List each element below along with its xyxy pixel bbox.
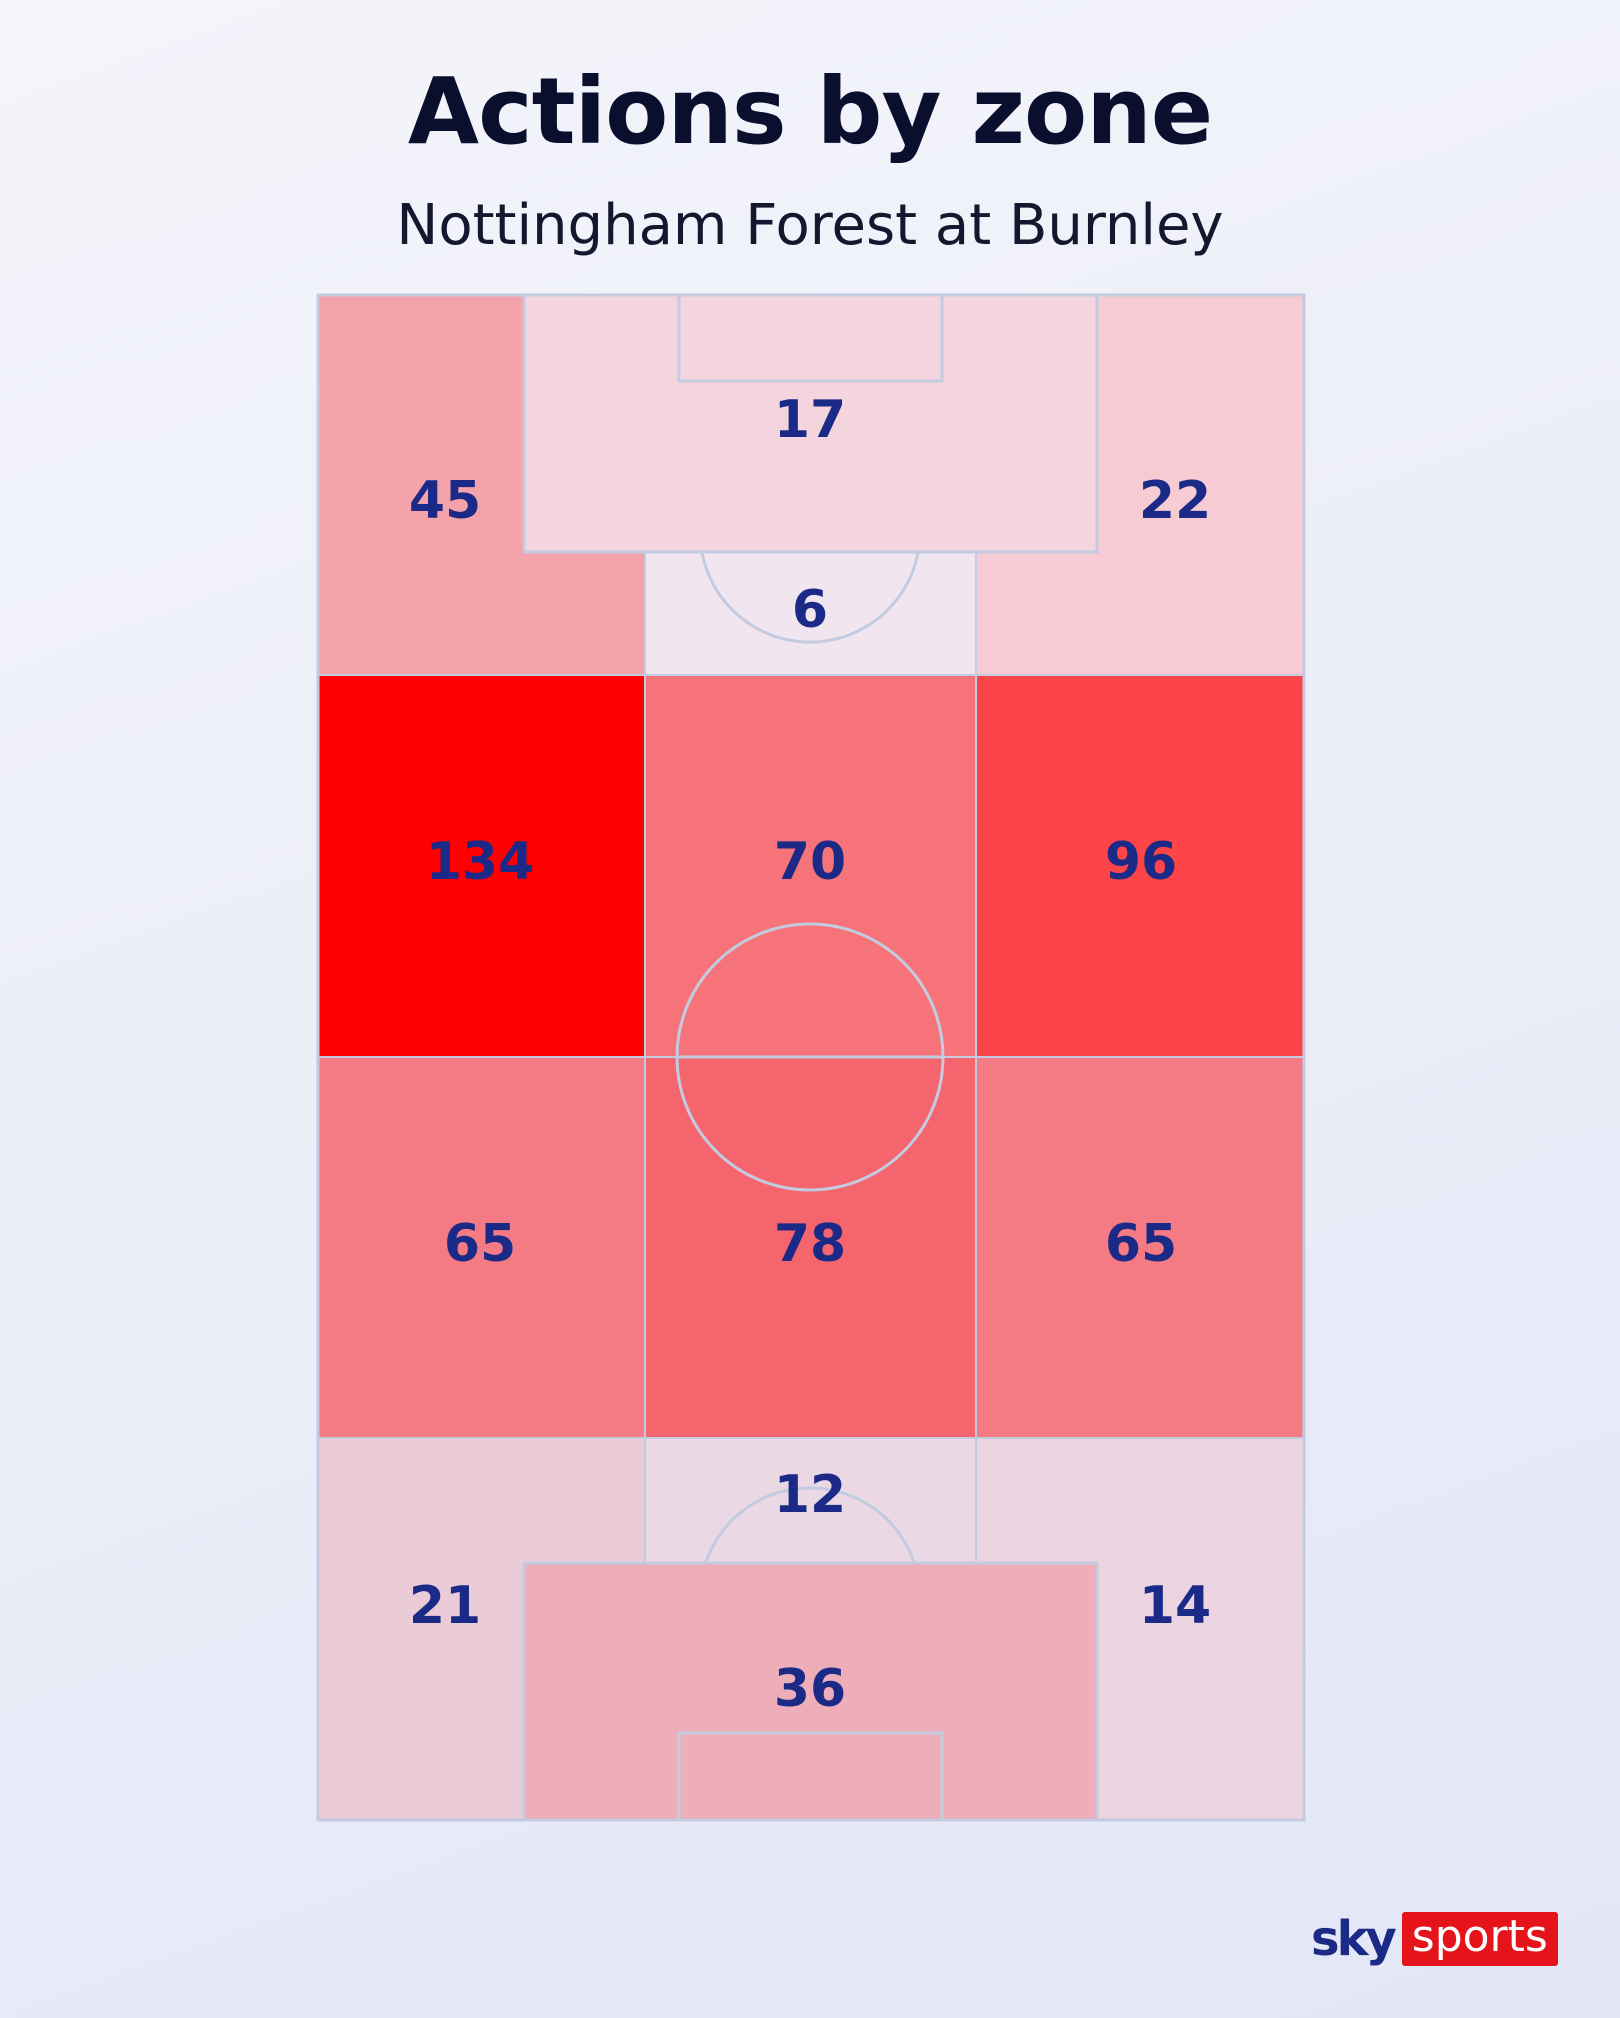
zone-value-upper-mid-left: 134 [426,832,535,892]
chart-title: Actions by zone [407,58,1213,165]
zone-value-lower-mid-right: 65 [1105,1214,1177,1274]
zone-value-attack-left-wing: 45 [409,471,481,531]
zone-value-defence-zone-14: 12 [774,1465,846,1525]
zone-value-defence-right-wing: 14 [1139,1576,1211,1636]
chart-subtitle: Nottingham Forest at Burnley [396,193,1224,258]
zone-value-lower-mid-center: 78 [774,1214,846,1274]
bottom-goal-area [677,1731,944,1822]
centre-circle [675,922,945,1192]
zone-value-defence-box: 36 [774,1659,846,1719]
top-penalty-arc [700,552,920,644]
zone-value-attack-box: 17 [774,390,846,450]
logo-sky-text: sky [1311,1911,1397,1967]
sky-sports-logo: sky sports [1311,1911,1573,1967]
zone-value-upper-mid-right: 96 [1105,832,1177,892]
zone-value-lower-mid-left: 65 [444,1214,516,1274]
top-goal-area [677,293,944,383]
zone-value-upper-mid-center: 70 [774,832,846,892]
zone-value-attack-zone-14: 6 [792,580,828,640]
logo-sports-text: sports [1401,1912,1558,1966]
zone-value-defence-left-wing: 21 [409,1576,481,1636]
zone-value-attack-right-wing: 22 [1139,471,1211,531]
bottom-penalty-arc [704,1486,916,1563]
